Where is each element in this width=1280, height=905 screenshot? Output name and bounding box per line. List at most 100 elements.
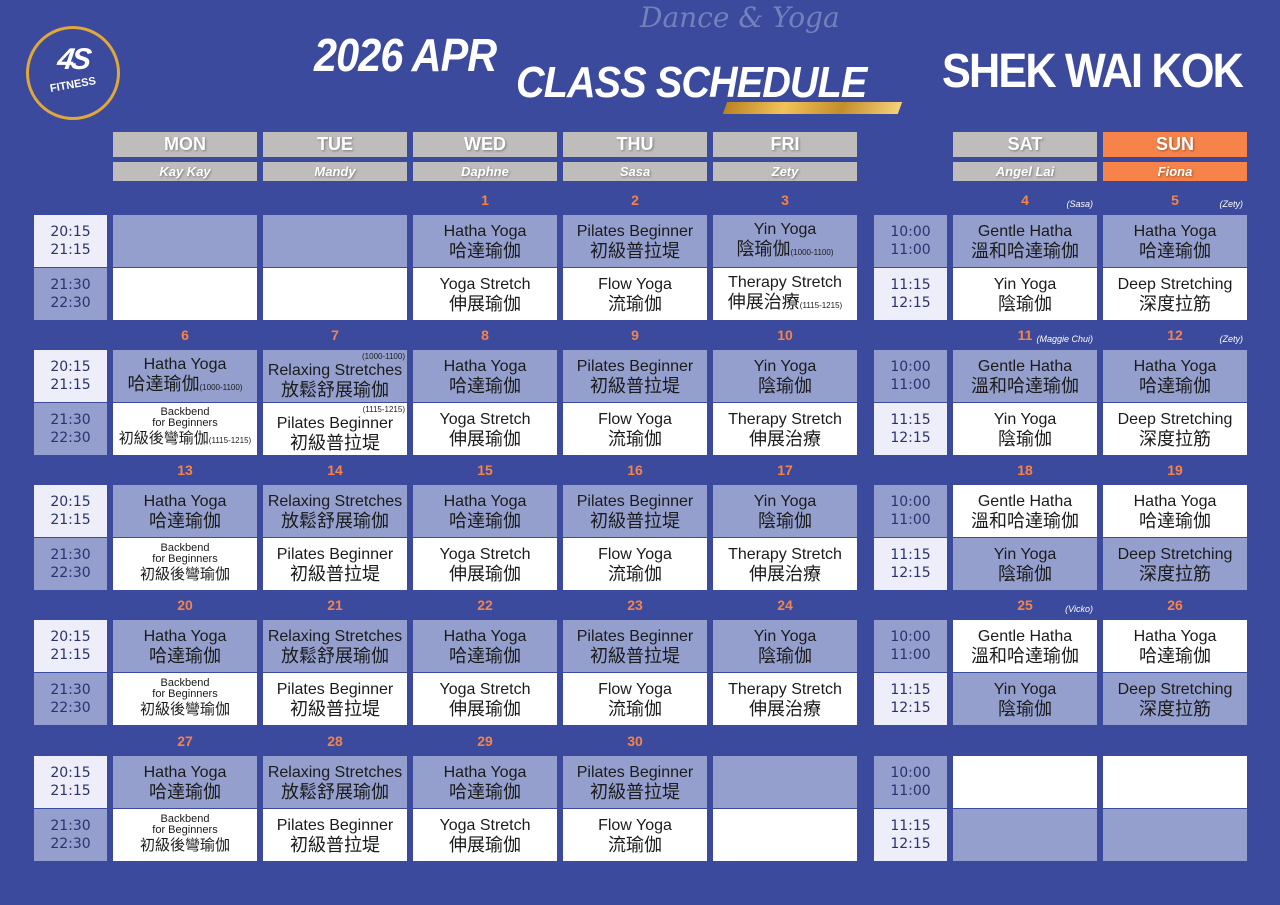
class-name-en: Hatha Yoga (1133, 222, 1217, 240)
day-header-mon: MON (113, 132, 257, 157)
empty-cell (263, 215, 407, 267)
time-slot: 10:00 11:00 (874, 756, 947, 808)
instructor-label: Sasa (563, 162, 707, 181)
class-name-en: Deep Stretching (1117, 680, 1233, 698)
class-name-en-line1: Backbend (160, 542, 210, 554)
class-name-zh: 初級普拉堤 (290, 432, 380, 453)
class-cell: Yoga Stretch 伸展瑜伽 (413, 403, 557, 455)
date-label: 19 (1167, 462, 1183, 478)
class-name-zh: 溫和哈達瑜伽 (971, 645, 1079, 666)
class-time-note: (1000-1100) (790, 247, 834, 257)
class-name-zh: 放鬆舒展瑜伽 (281, 510, 389, 531)
class-name-zh: 初級普拉堤 (590, 781, 680, 802)
date-label: 13 (177, 462, 193, 478)
class-name-en: Yoga Stretch (439, 680, 531, 698)
class-cell: Yin Yoga 陰瑜伽 (713, 485, 857, 537)
instructor-label: Mandy (263, 162, 407, 181)
year-month-title: 2026 APR (314, 29, 497, 81)
time-slot: 20:15 21:15 (34, 756, 107, 808)
class-cell: Pilates Beginner 初級普拉堤 (563, 215, 707, 267)
date-label: 20 (177, 597, 193, 613)
time-slot: 11:15 12:15 (874, 809, 947, 861)
time-start: 10:00 (890, 629, 931, 645)
time-end: 11:00 (890, 783, 931, 799)
time-end: 12:15 (890, 430, 931, 446)
class-name-en: Yin Yoga (993, 680, 1057, 698)
day-header-sat: SAT (953, 132, 1097, 157)
class-name-zh: 流瑜伽 (608, 834, 662, 855)
time-slot: 21:30 22:30 (34, 538, 107, 590)
class-cell: Hatha Yoga 哈達瑜伽 (113, 756, 257, 808)
class-name-zh: 初級後彎瑜伽 (139, 566, 230, 583)
class-cell: Yin Yoga 陰瑜伽 (713, 620, 857, 672)
time-start: 20:15 (50, 765, 91, 781)
class-cell: Yin Yoga 陰瑜伽(1000-1100) (713, 215, 857, 267)
class-name-en: Yoga Stretch (439, 410, 531, 428)
class-cell: Backbend for Beginners 初級後彎瑜伽(1115-1215) (113, 403, 257, 455)
empty-cell (953, 809, 1097, 861)
time-slot: 11:15 12:15 (874, 403, 947, 455)
class-name-en: Hatha Yoga (443, 763, 527, 781)
time-slot: 21:30 22:30 (34, 268, 107, 320)
time-slot: 10:00 11:00 (874, 620, 947, 672)
time-end: 12:15 (890, 700, 931, 716)
date-label: 12 (1167, 327, 1183, 343)
instructor-note: (Zety) (1219, 199, 1244, 209)
time-slot: 21:30 22:30 (34, 673, 107, 725)
date-label: 22 (477, 597, 493, 613)
time-end: 21:15 (50, 242, 91, 258)
time-start: 21:30 (50, 682, 91, 698)
time-end: 21:15 (50, 647, 91, 663)
class-name-zh: 伸展瑜伽 (449, 698, 521, 719)
class-cell: Yin Yoga 陰瑜伽 (953, 673, 1097, 725)
class-name-en: Hatha Yoga (143, 763, 227, 781)
instructor-note: (Vicko) (1065, 604, 1093, 614)
time-slot: 20:15 21:15 (34, 350, 107, 402)
class-time-note: (1115-1215) (362, 404, 405, 414)
time-end: 11:00 (890, 647, 931, 663)
class-name-en: Flow Yoga (598, 275, 672, 293)
class-name-zh: 哈達瑜伽 (149, 781, 221, 802)
class-name-en: Hatha Yoga (1133, 492, 1217, 510)
class-cell: Pilates Beginner 初級普拉堤 (263, 538, 407, 590)
instructor-label: Kay Kay (113, 162, 257, 181)
class-name-zh: 哈達瑜伽 (449, 240, 521, 261)
class-cell: Hatha Yoga 哈達瑜伽 (413, 350, 557, 402)
date-label: 8 (481, 327, 489, 343)
empty-cell (1103, 809, 1247, 861)
empty-cell (113, 268, 257, 320)
class-name-en: Hatha Yoga (143, 492, 227, 510)
date-label: 11 (1017, 327, 1033, 343)
class-name-zh: 初級普拉堤 (290, 834, 380, 855)
class-name-zh: 放鬆舒展瑜伽 (281, 645, 389, 666)
class-cell: Relaxing Stretches 放鬆舒展瑜伽 (263, 485, 407, 537)
empty-cell (1103, 756, 1247, 808)
class-name-en: Yin Yoga (993, 410, 1057, 428)
time-slot: 11:15 12:15 (874, 673, 947, 725)
class-name-zh: 初級後彎瑜伽 (139, 701, 230, 718)
class-name-zh: 流瑜伽 (608, 428, 662, 449)
date-label: 2 (631, 192, 639, 208)
class-name-en: Flow Yoga (598, 680, 672, 698)
class-name-zh: 伸展瑜伽 (449, 293, 521, 314)
class-name-zh: 哈達瑜伽 (449, 781, 521, 802)
class-cell: Therapy Stretch 伸展治療(1115-1215) (713, 268, 857, 320)
page-title: CLASS SCHEDULE (516, 58, 867, 107)
time-start: 20:15 (50, 359, 91, 375)
time-slot: 10:00 11:00 (874, 485, 947, 537)
date-label: 5 (1171, 192, 1179, 208)
class-name-en: Pilates Beginner (576, 492, 694, 510)
class-name-zh: 深度拉筋 (1139, 563, 1211, 584)
class-name-zh: 哈達瑜伽 (1139, 510, 1211, 531)
date-label: 26 (1167, 597, 1183, 613)
class-name-en: Gentle Hatha (977, 222, 1073, 240)
class-cell: Deep Stretching 深度拉筋 (1103, 538, 1247, 590)
class-cell: Pilates Beginner 初級普拉堤 (563, 756, 707, 808)
date-label: 24 (777, 597, 793, 613)
class-name-zh: 伸展治療(1115-1215) (727, 291, 843, 312)
instructor-note: (Maggie Chui) (1036, 334, 1093, 344)
day-header-wed: WED (413, 132, 557, 157)
class-name-en: Pilates Beginner (576, 763, 694, 781)
empty-cell (953, 756, 1097, 808)
class-name-en: Yin Yoga (993, 545, 1057, 563)
